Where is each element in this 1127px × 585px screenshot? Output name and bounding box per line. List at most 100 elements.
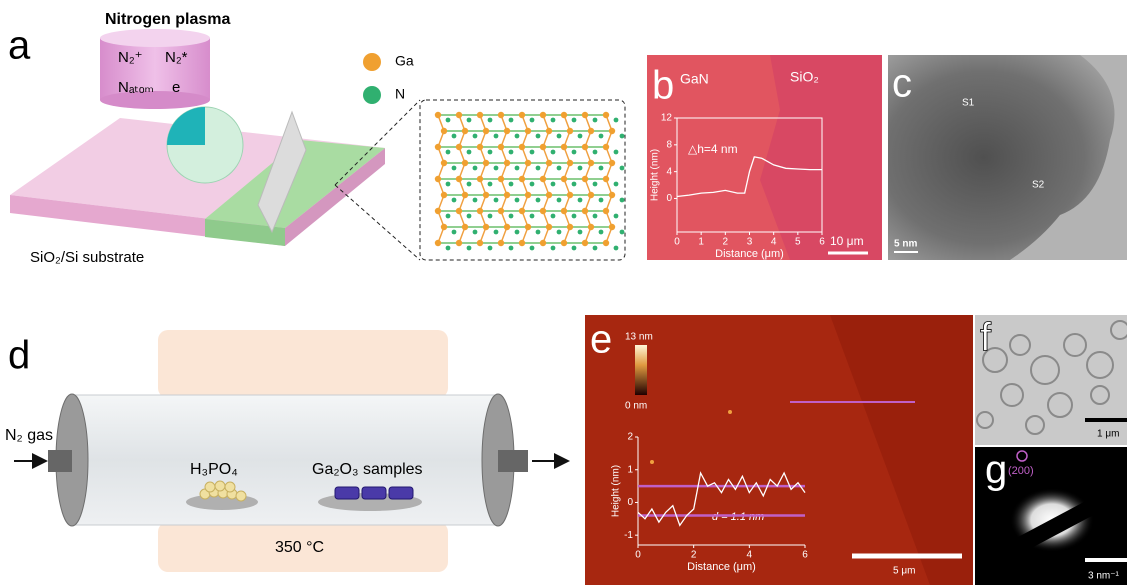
atom (461, 127, 469, 135)
atom (514, 165, 520, 171)
species: Nₐₜₒₘ (118, 79, 154, 96)
atom (608, 159, 616, 167)
atom (566, 127, 574, 135)
atom (613, 117, 619, 123)
atom (581, 175, 589, 183)
substrate-label: SiO₂/Si substrate (30, 249, 144, 266)
atom (608, 127, 616, 135)
bubble (1086, 351, 1114, 379)
atom (560, 111, 568, 119)
colorbar-label: 13 nm (625, 332, 653, 343)
temperature-label: 350 °C (275, 539, 324, 556)
legend-label: N (395, 86, 405, 102)
x-tick-label: 5 (795, 237, 801, 248)
panel-g: g (200) 3 nm⁻¹ (975, 447, 1127, 585)
legend-ga (363, 53, 381, 71)
atom (451, 197, 457, 203)
species: N₂⁺ (118, 49, 143, 66)
atom (497, 207, 505, 215)
atom (619, 197, 625, 203)
atom (497, 239, 505, 247)
y-tick-label: 1 (627, 464, 633, 475)
atom (587, 223, 595, 231)
legend-label: Ga (395, 53, 414, 69)
samples-label: Ga₂O₃ samples (312, 461, 423, 478)
y-tick-label: 0 (666, 193, 672, 204)
atom (598, 165, 604, 171)
species: e (172, 79, 180, 96)
zoom-line (334, 99, 421, 186)
atom (445, 181, 451, 187)
atom (503, 191, 511, 199)
atom (577, 165, 583, 171)
atom (587, 159, 595, 167)
atom (503, 127, 511, 135)
y-tick-label: 8 (666, 139, 672, 150)
atom (514, 229, 520, 235)
x-tick-label: 4 (771, 237, 777, 248)
atom (455, 207, 463, 215)
gan-film (205, 219, 285, 246)
atom (508, 149, 514, 155)
atom (518, 111, 526, 119)
gan-fin (257, 110, 307, 234)
atom (619, 229, 625, 235)
y-tick-label: -1 (624, 530, 633, 541)
bubble (1009, 334, 1031, 356)
panel-letter: g (985, 448, 1007, 492)
atom (440, 223, 448, 231)
atom (613, 245, 619, 251)
precursor-label: H₃PO₄ (190, 461, 238, 478)
atom (545, 223, 553, 231)
atom (524, 159, 532, 167)
gas-label: N₂ gas (5, 427, 53, 444)
atom (581, 207, 589, 215)
plasma-cylinder (100, 38, 210, 100)
atom (566, 159, 574, 167)
pipe (498, 450, 528, 472)
atom (434, 207, 442, 215)
atom (451, 165, 457, 171)
scale-label: 1 μm (1097, 429, 1119, 440)
plasma-cylinder (100, 91, 210, 109)
atom (440, 159, 448, 167)
atom (529, 213, 535, 219)
atom (545, 159, 553, 167)
afm-image (830, 315, 973, 585)
atom (434, 143, 442, 151)
sample (334, 486, 414, 500)
x-axis-label: Distance (μm) (687, 561, 756, 573)
atom (466, 245, 472, 251)
atom (461, 159, 469, 167)
x-tick-label: 3 (747, 237, 753, 248)
atom (535, 133, 541, 139)
atom (602, 239, 610, 247)
substrate (285, 148, 385, 246)
droplet (167, 107, 205, 145)
atom (493, 197, 499, 203)
atom (514, 133, 520, 139)
afm-image (760, 55, 882, 260)
tube (69, 394, 501, 526)
bubble (1025, 415, 1045, 435)
y-tick-label: 0 (627, 497, 633, 508)
atom (560, 239, 568, 247)
gan-film (205, 140, 385, 228)
atom (445, 213, 451, 219)
bubble (976, 411, 994, 429)
atom (482, 191, 490, 199)
atom (581, 111, 589, 119)
atom (466, 117, 472, 123)
atom (545, 191, 553, 199)
x-tick-label: 6 (802, 550, 808, 561)
y-tick-label: 12 (661, 113, 673, 124)
bubbles (976, 320, 1127, 435)
colorbar (635, 345, 647, 395)
atom (461, 223, 469, 231)
atom (476, 175, 484, 183)
atom (487, 245, 493, 251)
x-tick-label: 0 (674, 237, 680, 248)
atom (550, 213, 556, 219)
x-tick-label: 2 (691, 550, 697, 561)
